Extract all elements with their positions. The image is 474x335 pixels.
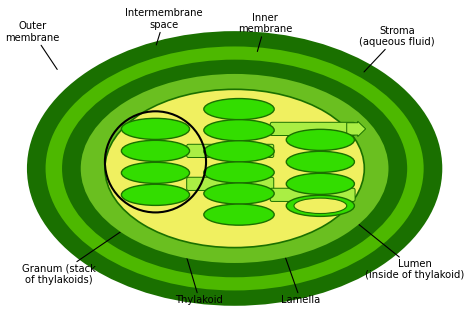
Ellipse shape (286, 129, 355, 150)
Ellipse shape (204, 204, 274, 225)
Ellipse shape (286, 173, 355, 194)
Ellipse shape (28, 32, 441, 305)
Text: Lumen
(inside of thylakoid): Lumen (inside of thylakoid) (338, 208, 465, 280)
Text: Intermembrane
space: Intermembrane space (126, 8, 203, 45)
Text: Thylakoid: Thylakoid (175, 244, 223, 306)
Ellipse shape (204, 120, 274, 141)
FancyBboxPatch shape (187, 144, 274, 157)
FancyBboxPatch shape (187, 177, 274, 190)
Ellipse shape (294, 198, 346, 213)
Ellipse shape (62, 60, 407, 277)
Ellipse shape (121, 140, 190, 161)
FancyBboxPatch shape (270, 188, 355, 201)
Ellipse shape (204, 183, 274, 204)
Ellipse shape (204, 141, 274, 162)
Text: Lamella: Lamella (275, 228, 320, 306)
Ellipse shape (204, 162, 274, 183)
Text: Outer
membrane: Outer membrane (5, 21, 60, 69)
Ellipse shape (204, 98, 274, 120)
Ellipse shape (121, 184, 190, 205)
FancyBboxPatch shape (270, 122, 355, 135)
Ellipse shape (121, 118, 190, 139)
Ellipse shape (286, 195, 355, 216)
Ellipse shape (105, 89, 365, 248)
Ellipse shape (46, 47, 424, 290)
Ellipse shape (286, 151, 355, 173)
Text: Stroma
(aqueous fluid): Stroma (aqueous fluid) (359, 26, 435, 72)
Ellipse shape (121, 162, 190, 183)
Ellipse shape (81, 74, 389, 263)
Text: Inner
membrane: Inner membrane (238, 13, 292, 52)
Text: Granum (stack
of thylakoids): Granum (stack of thylakoids) (22, 210, 153, 285)
FancyArrow shape (346, 121, 365, 137)
